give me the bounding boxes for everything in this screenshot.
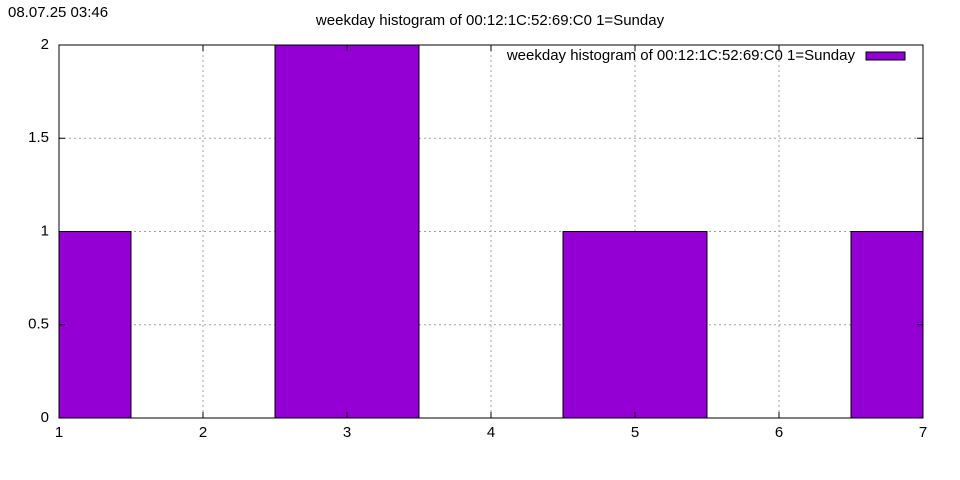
chart-title: weekday histogram of 00:12:1C:52:69:C0 1…	[315, 12, 665, 29]
y-tick-label: 0.5	[28, 316, 49, 333]
x-tick-label: 7	[919, 424, 927, 441]
x-tick-label: 5	[631, 424, 639, 441]
x-tick-label: 1	[55, 424, 63, 441]
x-tick-label: 6	[775, 424, 783, 441]
y-tick-label: 0	[41, 409, 49, 426]
bar	[850, 231, 923, 418]
timestamp: 08.07.25 03:46	[8, 4, 108, 21]
x-tick-label: 4	[487, 424, 495, 441]
y-tick-label: 1	[41, 222, 49, 239]
x-tick-label: 3	[343, 424, 351, 441]
bar	[274, 45, 420, 418]
legend-key	[865, 51, 906, 61]
y-tick-label: 1.5	[28, 129, 49, 146]
bar	[562, 231, 708, 418]
plot-frame	[58, 44, 924, 419]
x-tick-label: 2	[199, 424, 207, 441]
y-tick-label: 2	[41, 36, 49, 53]
bars	[59, 45, 923, 418]
legend-label: weekday histogram of 00:12:1C:52:69:C0 1…	[506, 47, 856, 64]
bar	[59, 231, 132, 418]
